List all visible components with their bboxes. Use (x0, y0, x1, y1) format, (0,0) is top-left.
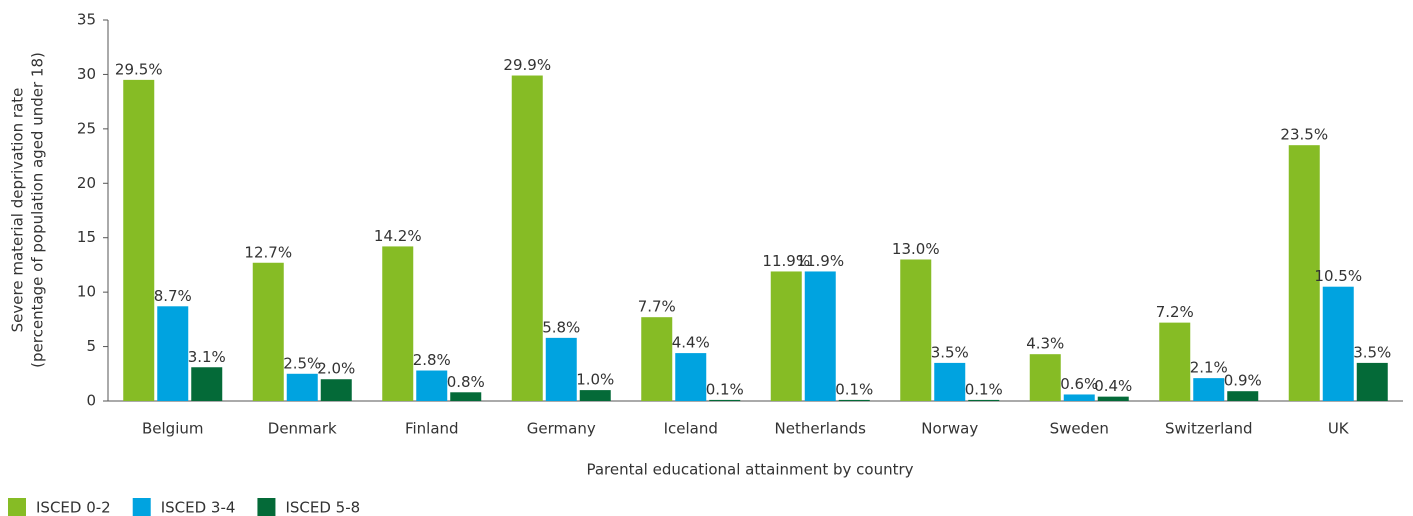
x-tick-label: Denmark (268, 420, 337, 438)
data-label: 0.4% (1094, 377, 1132, 395)
bar (1159, 322, 1191, 401)
data-label: 0.9% (1224, 372, 1262, 390)
bar (804, 271, 836, 401)
data-label: 29.9% (503, 56, 551, 74)
data-label: 11.9% (762, 252, 810, 270)
data-label: 0.8% (447, 373, 485, 391)
data-label: 3.1% (188, 348, 226, 366)
bar (286, 373, 318, 401)
data-label: 23.5% (1280, 126, 1328, 144)
data-label: 0.6% (1060, 375, 1098, 393)
bar (1288, 145, 1320, 401)
y-tick-label: 20 (77, 174, 96, 192)
bar (900, 259, 932, 401)
y-axis-title: (percentage of population aged under 18) (29, 52, 47, 368)
legend-swatch (8, 498, 26, 516)
bar (1097, 396, 1129, 401)
data-label: 2.0% (317, 360, 355, 378)
bar (1063, 394, 1095, 401)
legend-swatch (132, 498, 151, 516)
data-label: 0.1% (965, 380, 1003, 398)
bar (320, 379, 352, 401)
bar (450, 392, 482, 401)
data-label: 2.8% (413, 351, 451, 369)
bar (675, 353, 707, 401)
data-label: 5.8% (542, 318, 580, 336)
bar (382, 246, 414, 401)
data-label: 1.0% (576, 371, 614, 389)
bar (770, 271, 802, 401)
y-tick-label: 0 (86, 392, 96, 410)
y-tick-label: 25 (77, 119, 96, 137)
bar (416, 370, 448, 401)
bar (579, 390, 611, 401)
x-tick-label: Netherlands (775, 420, 867, 438)
x-tick-label: Sweden (1050, 420, 1109, 438)
legend-label: ISCED 3-4 (161, 499, 236, 516)
x-tick-label: UK (1328, 420, 1350, 438)
data-label: 8.7% (154, 287, 192, 305)
y-tick-label: 30 (77, 65, 96, 83)
data-label: 3.5% (1353, 343, 1391, 361)
bar (191, 367, 223, 401)
data-label: 7.7% (638, 298, 676, 316)
data-label: 0.1% (835, 380, 873, 398)
bar (252, 262, 284, 401)
x-axis-title: Parental educational attainment by count… (586, 461, 913, 479)
legend-swatch (257, 498, 276, 516)
data-label: 2.1% (1190, 359, 1228, 377)
data-label: 10.5% (1314, 267, 1362, 285)
bar (934, 362, 966, 401)
y-tick-label: 10 (77, 283, 96, 301)
x-tick-label: Belgium (142, 420, 204, 438)
x-tick-label: Switzerland (1165, 420, 1253, 438)
bar (1227, 391, 1259, 401)
data-label: 4.4% (672, 334, 710, 352)
bar (838, 399, 870, 401)
legend-label: ISCED 0-2 (36, 499, 111, 516)
data-label: 4.3% (1026, 335, 1064, 353)
bar (1322, 286, 1354, 401)
data-label: 14.2% (374, 227, 422, 245)
data-label: 0.1% (706, 380, 744, 398)
y-tick-label: 15 (77, 228, 96, 246)
data-label: 11.9% (796, 252, 844, 270)
data-label: 29.5% (115, 60, 163, 78)
bar (545, 337, 577, 401)
x-tick-label: Norway (921, 420, 978, 438)
bar (511, 75, 543, 401)
bar (1356, 362, 1388, 401)
x-tick-label: Iceland (664, 420, 718, 438)
data-label: 13.0% (892, 240, 940, 258)
legend-label: ISCED 5-8 (285, 499, 360, 516)
x-tick-label: Germany (527, 420, 596, 438)
bar (709, 399, 741, 401)
bar (123, 79, 155, 401)
y-axis-title: Severe material deprivation rate (9, 88, 27, 333)
y-tick-label: 35 (77, 11, 96, 29)
data-label: 7.2% (1156, 303, 1194, 321)
bar (641, 317, 673, 401)
data-label: 3.5% (931, 343, 969, 361)
y-tick-label: 5 (86, 337, 96, 355)
data-label: 12.7% (244, 243, 292, 261)
data-label: 2.5% (283, 354, 321, 372)
bar (157, 306, 189, 401)
bar (1193, 378, 1225, 401)
bar (1029, 354, 1061, 401)
bar (968, 399, 1000, 401)
x-tick-label: Finland (405, 420, 459, 438)
